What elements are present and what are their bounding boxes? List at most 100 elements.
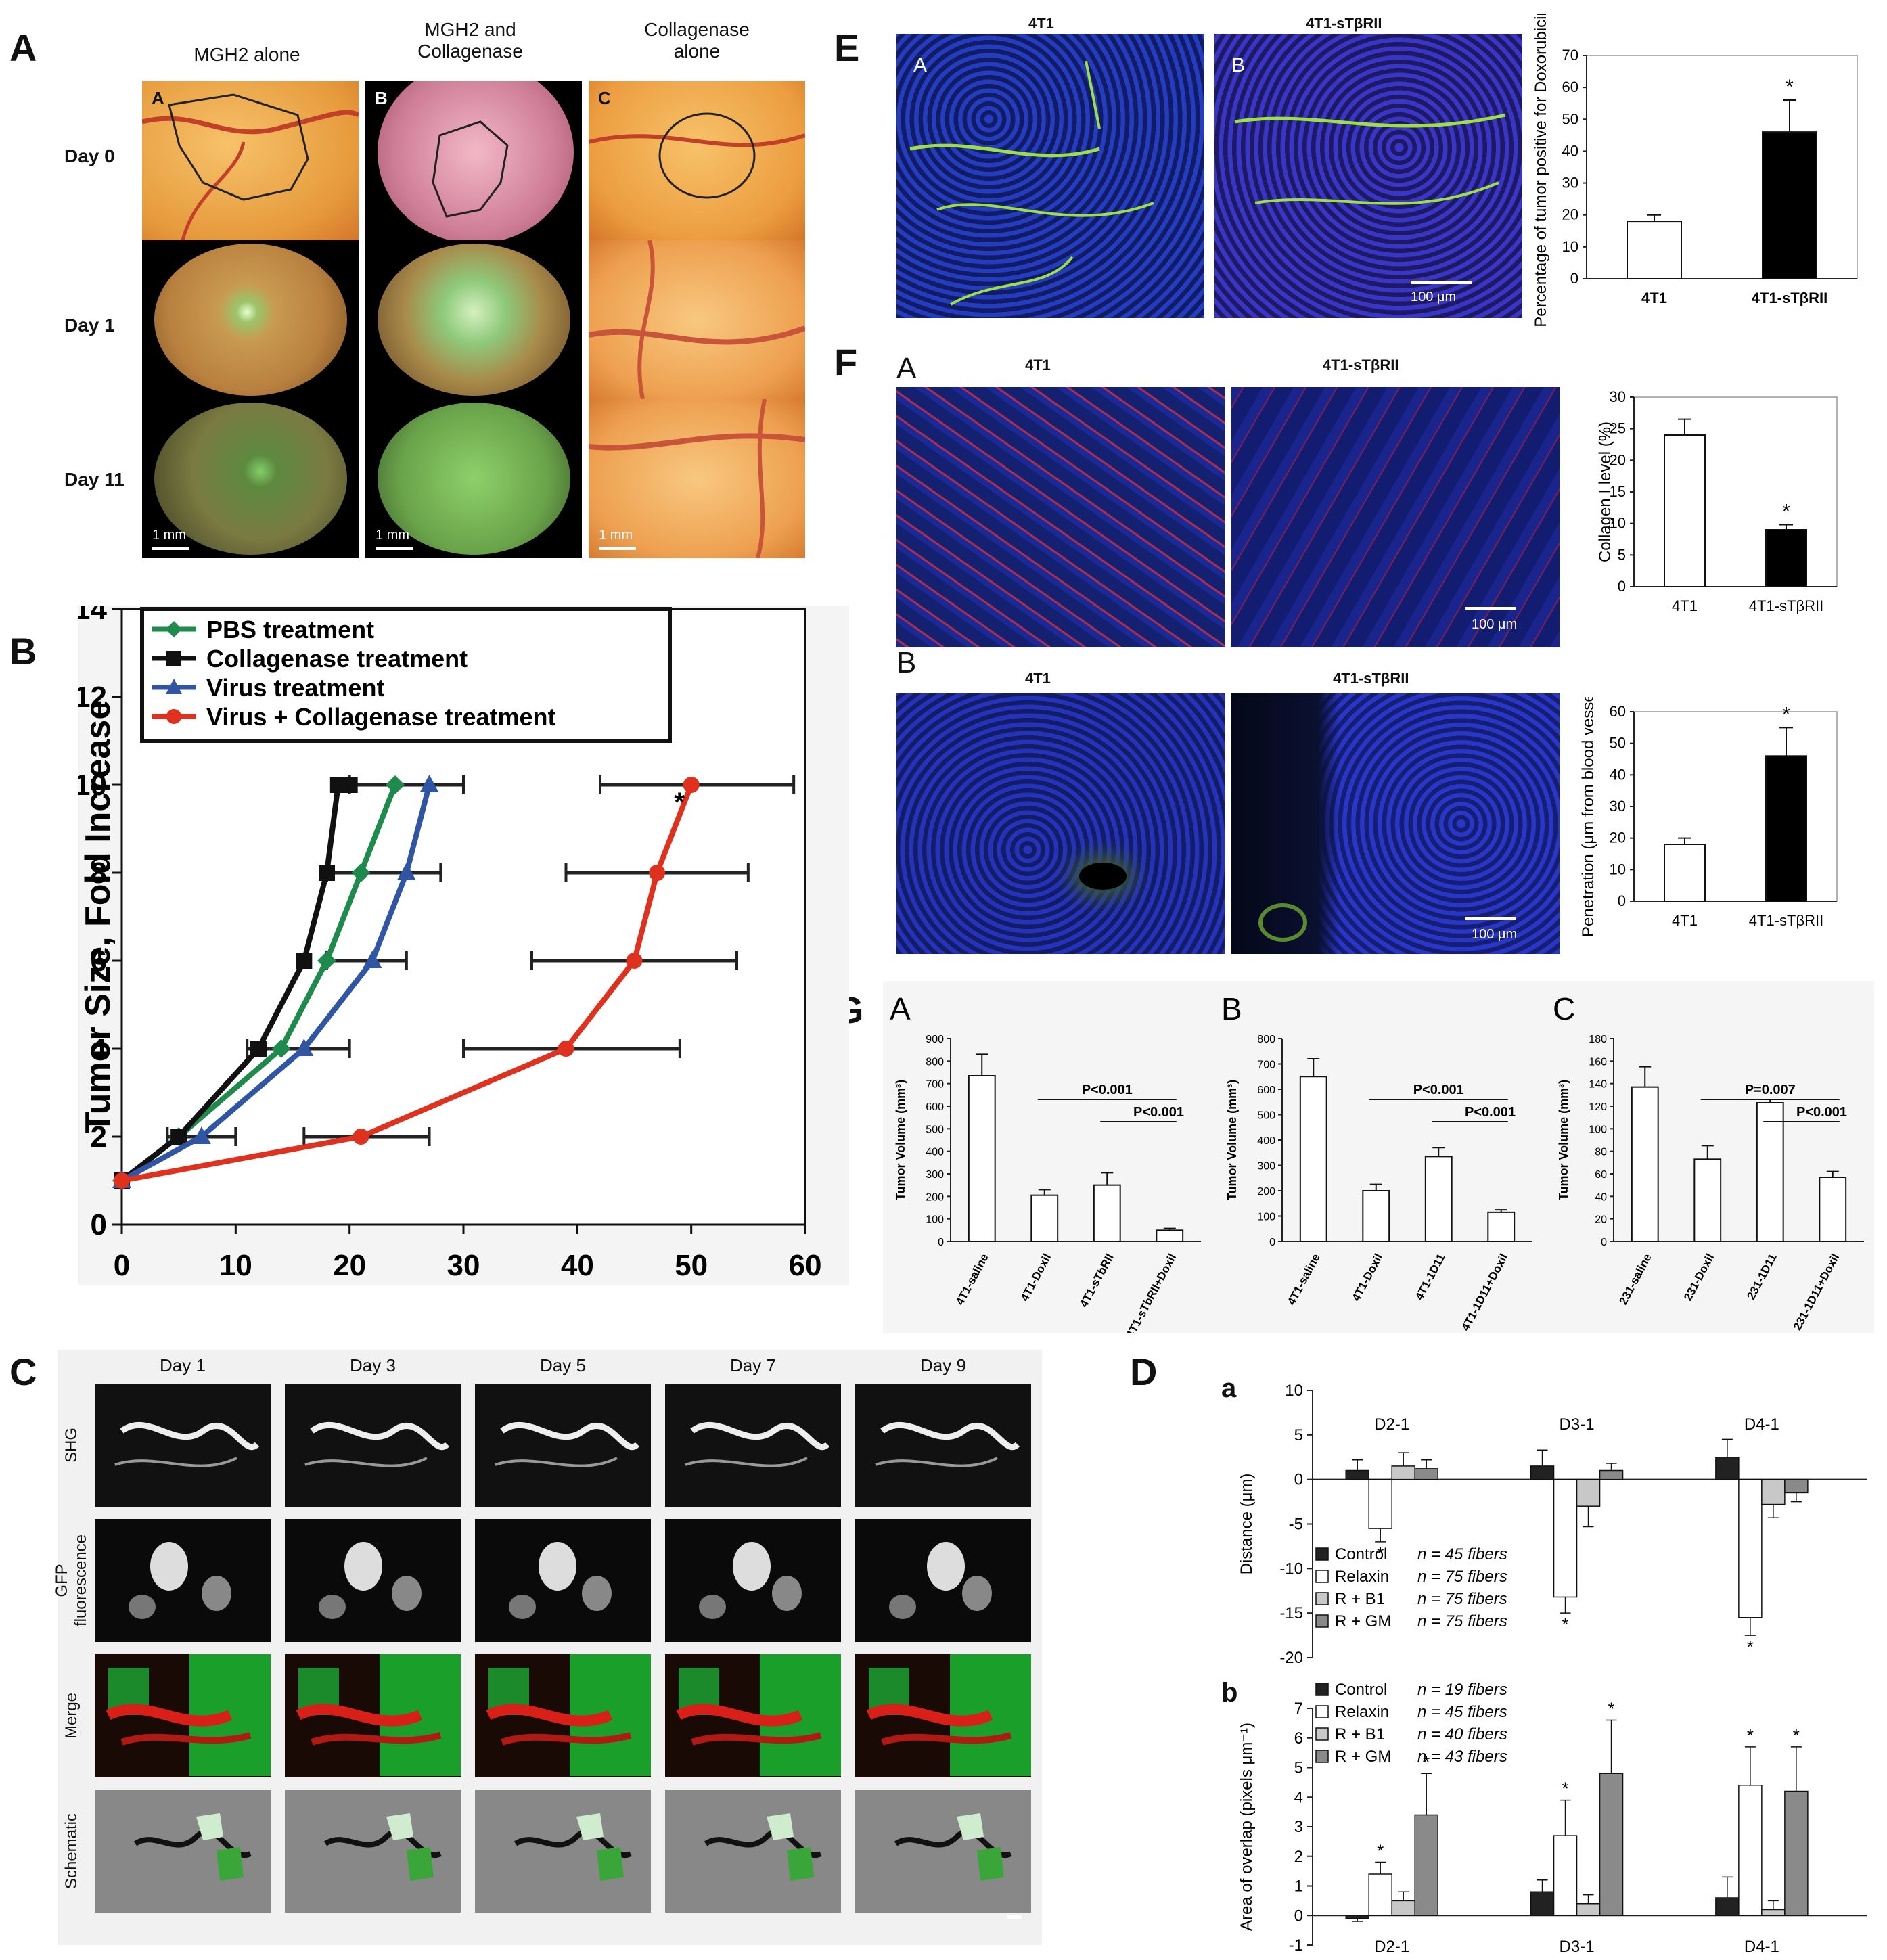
y-tick-label: 400	[926, 1147, 944, 1158]
tumor-volume-chart-c: C 0 20 40 60 80 100 120 140 160 180 Tumor Volume (m…	[1553, 991, 1864, 1332]
bar	[1424, 1156, 1453, 1242]
data-point	[250, 1041, 267, 1057]
c-image-tile	[285, 1654, 461, 1777]
p-value-label: P<0.001	[1465, 1105, 1516, 1120]
c-image-tile	[855, 1519, 1031, 1642]
bar	[1530, 1891, 1555, 1916]
bar	[1299, 1076, 1327, 1242]
col-title-collagenase-alone: Collagenase alone	[595, 19, 798, 62]
legend-marker	[166, 621, 182, 637]
c-image-tile	[285, 1384, 461, 1507]
p-value-label: P=0.007	[1745, 1082, 1796, 1097]
x-tick-label: 231-1D11+Doxil	[1791, 1252, 1842, 1332]
scale-text: 100 μm	[1411, 290, 1457, 304]
bar	[1576, 1903, 1601, 1916]
c-col-title: Day 3	[350, 1355, 396, 1375]
x-tick-label: 40	[561, 1249, 594, 1282]
y-tick-label: -15	[1279, 1604, 1303, 1622]
significance-star: *	[1377, 1841, 1384, 1861]
x-tick-label: 20	[333, 1249, 366, 1282]
img-sub-label: A	[913, 54, 928, 76]
f-sub-label-b: B	[896, 646, 917, 679]
y-axis-label: Tumor Size, Fold Increase	[78, 700, 118, 1134]
scale-text: 100 μm	[1472, 927, 1518, 942]
legend-swatch	[1315, 1727, 1329, 1741]
legend-swatch	[1315, 1683, 1329, 1696]
tumor-outline	[432, 120, 509, 218]
image-fb-4t1-stbrii: 100 μm	[1231, 693, 1560, 954]
col-title-text: Collagenase alone	[644, 19, 750, 62]
c-image-tile	[665, 1384, 841, 1507]
vessel-overlay	[909, 60, 1154, 306]
c-image-tile	[95, 1654, 271, 1777]
sub-label-b: B	[375, 88, 388, 108]
x-tick-label: 231-1D11	[1744, 1252, 1779, 1302]
significance-star: *	[1562, 1614, 1568, 1635]
y-tick-label: 100	[926, 1214, 944, 1226]
legend-label: R + B1	[1335, 1725, 1385, 1744]
image-mgh2-collagenase-day11: 1 mm	[365, 399, 582, 558]
y-axis-label: Tumor Volume (mm³)	[1225, 1080, 1239, 1200]
c-image-tile	[855, 1654, 1031, 1777]
image-mgh2-collagenase-day0: B	[365, 81, 582, 240]
scale-text: 1 mm	[152, 528, 186, 543]
y-tick-label: 30	[1610, 388, 1626, 405]
bar	[1627, 221, 1682, 279]
group-label: D2-1	[1374, 1938, 1409, 1955]
y-tick-label: 180	[1589, 1034, 1607, 1045]
bar	[1345, 1915, 1369, 1919]
c-col-title: Day 5	[540, 1355, 586, 1375]
data-point	[363, 951, 382, 968]
scale-bar	[1465, 607, 1516, 610]
legend-label: Relaxin	[1335, 1568, 1389, 1586]
group-label: D3-1	[1560, 1415, 1595, 1434]
y-tick-label: 100	[1589, 1124, 1607, 1135]
c-image-tile	[285, 1519, 461, 1642]
y-tick-label: 2	[1294, 1848, 1303, 1866]
col-title-mgh2-alone: MGH2 alone	[194, 44, 300, 65]
legend-marker	[166, 709, 181, 724]
tumor-size-line-chart: 024681012140102030405060DaysTumor Size, …	[78, 606, 821, 1282]
bar	[1487, 1211, 1516, 1242]
c-image-tile	[475, 1519, 651, 1642]
bar	[1762, 131, 1817, 279]
e-title-4t1: 4T1	[1028, 15, 1054, 32]
x-tick-label: 4T1-sTbRII+Doxil	[1124, 1252, 1179, 1333]
c-row-label: Merge	[62, 1692, 81, 1739]
panel-label-a: A	[9, 26, 37, 69]
doxorubicin-bar-chart: 0 10 20 30 40 50 60 70 4T1 4T1-sTβRII * Percentage …	[1532, 14, 1858, 327]
bar	[1761, 1909, 1786, 1916]
scale-text: 100 μm	[1472, 617, 1518, 632]
c-col-title: Day 1	[160, 1355, 206, 1375]
legend-label: Collagenase treatment	[206, 645, 468, 673]
x-tick-label: 30	[447, 1249, 480, 1282]
x-tick-label: 4T1-sTβRII	[1752, 290, 1827, 306]
image-e-4t1-stbrii: 100 μm B	[1214, 34, 1522, 318]
y-tick-label: 4	[1294, 1788, 1303, 1806]
p-value-label: P<0.001	[1082, 1082, 1133, 1097]
y-tick-label: 600	[1257, 1085, 1275, 1096]
bar	[1599, 1773, 1624, 1916]
data-point	[649, 865, 666, 881]
y-tick-label: 10	[1610, 861, 1626, 878]
significance-star: *	[1377, 1543, 1384, 1564]
y-axis-label: Tumor Volume (mm³)	[894, 1080, 907, 1200]
c-image-tile	[665, 1519, 841, 1642]
y-axis-label: Penetration (μm from blood vessels)	[1579, 697, 1597, 937]
legend-n: n = 75 fibers	[1417, 1612, 1507, 1631]
x-tick-label: 4T1	[1672, 597, 1698, 614]
y-tick-label: 700	[926, 1079, 944, 1091]
c-image-tile	[95, 1790, 271, 1913]
y-tick-label: 10	[78, 769, 107, 802]
group-label: D4-1	[1744, 1938, 1779, 1955]
data-point	[170, 1129, 187, 1145]
bar	[1784, 1790, 1809, 1916]
y-tick-label: 0	[1294, 1471, 1303, 1489]
f-title-4t1-stbrii: 4T1-sTβRII	[1323, 357, 1399, 373]
bar	[1576, 1478, 1601, 1507]
significance-star: *	[1747, 1725, 1754, 1746]
y-tick-label: 0	[1601, 1237, 1607, 1248]
y-tick-label: 6	[1294, 1729, 1303, 1748]
y-tick-label: 1	[1294, 1877, 1303, 1896]
d-sub-label-b: b	[1221, 1678, 1238, 1708]
